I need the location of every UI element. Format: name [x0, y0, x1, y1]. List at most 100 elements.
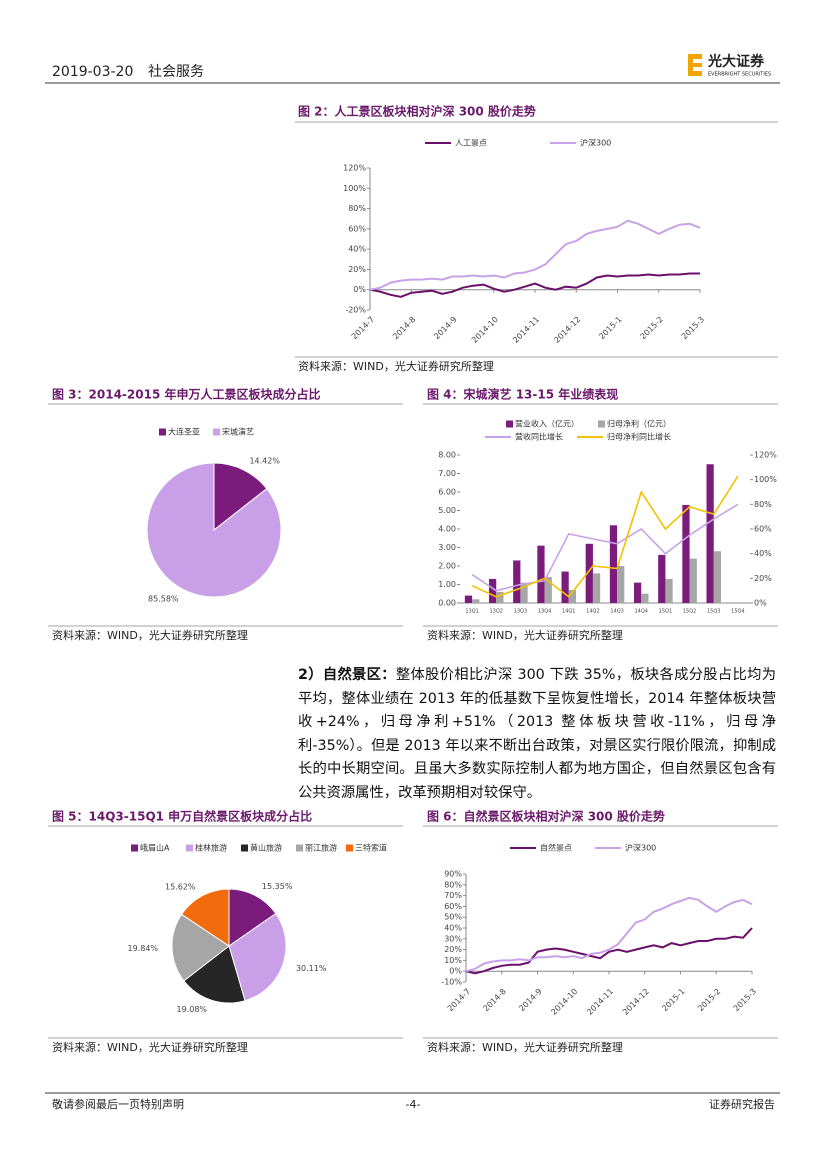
logo-text: 光大证券 [707, 53, 765, 70]
y-tick-label: 40% [754, 549, 772, 558]
figure-title: 图 6：自然景区板块相对沪深 300 股价走势 [427, 809, 665, 824]
y-tick-label: 0.00 [438, 599, 456, 608]
bar [713, 551, 721, 603]
x-tick-label: 15Q2 [683, 609, 696, 615]
legend-label: 营业收入（亿元） [515, 419, 579, 429]
bar [682, 504, 690, 603]
x-tick-label: 2014-11 [585, 987, 615, 1017]
x-tick-label: 13Q2 [490, 609, 503, 615]
bar [609, 525, 618, 603]
x-tick-label: 13Q3 [514, 609, 527, 615]
legend-swatch [296, 844, 303, 852]
x-tick-label: 2015-2 [639, 315, 665, 341]
bar [658, 554, 666, 603]
y-tick-label: 70% [444, 891, 462, 900]
figure-source: 资料来源：WIND，光大证券研究所整理 [427, 1040, 623, 1054]
bar [617, 566, 625, 603]
header-sector: 社会服务 [148, 64, 204, 80]
y-tick-label: 100% [343, 184, 366, 193]
figure-source: 资料来源：WIND，光大证券研究所整理 [52, 1040, 248, 1054]
pie-label: 15.35% [262, 882, 293, 891]
paragraph-lead: 2）自然景区： [298, 667, 396, 683]
x-tick-label: 13Q4 [538, 609, 551, 615]
y-tick-label: 20% [444, 945, 462, 954]
y-tick-label: 7.00 [438, 469, 456, 478]
x-tick-label: 14Q3 [610, 609, 623, 615]
y-tick-label: 0% [449, 967, 462, 976]
footer-page: -4- [406, 1098, 421, 1111]
y-tick-label: 0% [754, 599, 767, 608]
pie-label: 19.08% [177, 1005, 208, 1014]
y-tick-label: 40% [348, 245, 366, 254]
x-tick-label: 2015-1 [597, 315, 623, 341]
bar [561, 571, 569, 603]
legend-label: 大连圣亚 [168, 427, 200, 437]
legend-label: 归母净利同比增长 [607, 432, 671, 442]
legend-swatch [506, 420, 513, 428]
pie-label: 14.42% [249, 456, 280, 465]
pie-slice [228, 888, 277, 947]
pie-slice [213, 462, 268, 532]
x-tick-label: 14Q1 [562, 609, 575, 615]
y-tick-label: 3.00 [438, 543, 456, 552]
series-line [465, 896, 753, 973]
series-line [471, 475, 739, 598]
x-tick-label: 2015-1 [660, 987, 686, 1013]
header-date: 2019-03-20 [52, 64, 133, 80]
legend-label: 宋城演艺 [222, 427, 254, 437]
pie-label: 19.84% [128, 944, 159, 953]
logo-mark [688, 54, 702, 76]
pie-label: 15.62% [165, 882, 196, 891]
legend-swatch [346, 844, 353, 852]
series-line [369, 272, 700, 298]
pie-label: 30.11% [296, 964, 327, 973]
bar [641, 593, 649, 603]
x-tick-label: 14Q2 [586, 609, 599, 615]
legend-label: 归母净利（亿元） [607, 419, 671, 429]
figure-source: 资料来源：WIND，光大证券研究所整理 [52, 628, 248, 642]
bar [568, 590, 576, 603]
legend-label: 沪深300 [625, 843, 656, 853]
bar [464, 595, 473, 603]
x-tick-label: 2014-8 [482, 987, 508, 1013]
x-tick-label: 14Q4 [635, 609, 648, 615]
legend-label: 营收同比增长 [515, 432, 563, 442]
legend-label: 峨眉山A [140, 843, 170, 853]
x-tick-label: 2014-7 [446, 987, 472, 1013]
bar [634, 582, 642, 603]
figure-title: 图 4：宋城演艺 13-15 年业绩表现 [427, 387, 618, 402]
x-tick-label: 15Q4 [731, 609, 744, 615]
bar [496, 591, 504, 603]
legend-label: 黄山旅游 [250, 843, 282, 853]
pie-label: 85.58% [148, 595, 179, 604]
pie-slice [228, 912, 287, 1002]
y-tick-label: -10% [441, 978, 462, 987]
series-line [465, 927, 753, 975]
series-line [471, 503, 739, 592]
x-tick-label: 2014-8 [391, 315, 417, 341]
series-line [369, 219, 701, 291]
footer-right: 证券研究报告 [709, 1097, 775, 1111]
legend-swatch [159, 428, 166, 436]
x-tick-label: 2014-10 [470, 315, 500, 345]
bar [489, 578, 497, 603]
x-tick-label: 2014-12 [621, 987, 651, 1017]
legend-label: 桂林旅游 [195, 843, 227, 853]
y-tick-label: -20% [345, 306, 366, 315]
y-tick-label: 20% [754, 574, 772, 583]
legend-label: 三特索道 [355, 843, 387, 853]
x-tick-label: 2014-10 [549, 987, 579, 1017]
y-tick-label: 60% [348, 224, 366, 233]
y-tick-label: 8.00 [438, 451, 456, 460]
y-tick-label: 10% [444, 956, 462, 965]
y-tick-label: 2.00 [438, 562, 456, 571]
y-tick-label: 6.00 [438, 488, 456, 497]
x-tick-label: 2014-9 [432, 315, 458, 341]
y-tick-label: 1.00 [438, 580, 456, 589]
y-tick-label: 80% [348, 204, 366, 213]
bar [537, 545, 545, 603]
bar [706, 464, 714, 603]
x-tick-label: 2015-3 [732, 987, 758, 1013]
